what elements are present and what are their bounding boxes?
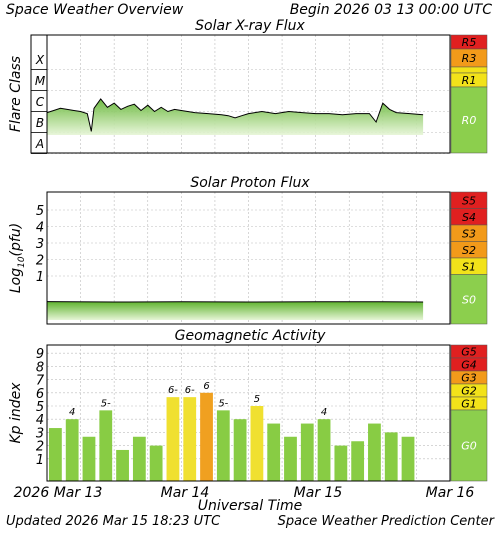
kp-bar bbox=[284, 436, 297, 481]
kp-bar bbox=[166, 397, 180, 481]
panel-title: Solar Proton Flux bbox=[190, 175, 310, 191]
scale-label: G1 bbox=[461, 398, 477, 411]
kp-bar-label: 6- bbox=[185, 385, 195, 396]
scale-label: G2 bbox=[461, 385, 477, 398]
kp-bar-label: 5- bbox=[218, 398, 228, 409]
scale-label: G5 bbox=[461, 346, 477, 359]
panel-title: Geomagnetic Activity bbox=[175, 328, 326, 344]
y-tick-label: C bbox=[36, 95, 45, 109]
scale-segment bbox=[450, 66, 488, 74]
y-tick-label: B bbox=[36, 116, 44, 130]
source-credit: Space Weather Prediction Center bbox=[277, 514, 494, 529]
kp-bar bbox=[216, 410, 230, 481]
scale-segment bbox=[450, 274, 488, 325]
plot-frame bbox=[46, 34, 451, 154]
kp-bar-label: 5- bbox=[101, 398, 111, 409]
x-tick-label: Mar 15 bbox=[294, 485, 343, 501]
proton-flux-fill bbox=[47, 301, 424, 320]
kp-bar bbox=[49, 428, 62, 481]
y-tick-label: 4 bbox=[36, 221, 44, 236]
kp-bar bbox=[267, 423, 281, 481]
plot-frame bbox=[46, 191, 451, 325]
y-tick-label: 5 bbox=[36, 204, 44, 219]
kp-bar bbox=[317, 419, 331, 481]
xray-flux-line bbox=[46, 98, 424, 132]
scale-segment bbox=[450, 86, 488, 154]
kp-bar bbox=[99, 410, 113, 481]
updated-time: Updated 2026 Mar 15 18:23 UTC bbox=[6, 514, 221, 529]
x-tick-label: Mar 14 bbox=[161, 485, 210, 501]
y-axis-title: Flare Class bbox=[8, 56, 24, 132]
kp-bar bbox=[82, 436, 96, 481]
scale-label: S1 bbox=[462, 260, 476, 273]
panel-title: Solar X-ray Flux bbox=[195, 18, 305, 34]
y-tick-label: 6 bbox=[36, 387, 44, 402]
begin-time: Begin 2026 03 13 00:00 UTC bbox=[289, 2, 492, 18]
x-tick-label: Mar 16 bbox=[426, 485, 475, 501]
y-tick-label: 8 bbox=[36, 360, 44, 375]
y-tick-label: 7 bbox=[36, 374, 45, 389]
y-tick-label: 3 bbox=[36, 237, 44, 252]
kp-bar bbox=[384, 432, 398, 481]
kp-bar bbox=[401, 436, 415, 481]
scale-label: S5 bbox=[462, 194, 476, 207]
scale-label: R1 bbox=[462, 74, 477, 87]
kp-bar-label: 6- bbox=[168, 385, 178, 396]
y-tick-label: A bbox=[35, 137, 44, 151]
scale-label: G0 bbox=[461, 440, 477, 453]
scale-label: R5 bbox=[462, 36, 477, 49]
x-axis-title: Universal Time bbox=[197, 498, 303, 514]
scale-segment bbox=[450, 409, 488, 482]
y-axis-title: Kp index bbox=[8, 382, 24, 444]
x-tick-label: 2026 Mar 13 bbox=[14, 485, 103, 501]
kp-bar-label: 5 bbox=[254, 394, 260, 405]
xray-flux-fill bbox=[47, 98, 424, 135]
plot-frame bbox=[46, 344, 451, 482]
kp-bar bbox=[334, 445, 348, 481]
kp-bar bbox=[183, 397, 197, 481]
y-tick-label: 2 bbox=[36, 440, 44, 455]
y-tick-label: 1 bbox=[36, 270, 44, 285]
kp-bar-label: 4 bbox=[321, 407, 327, 418]
scale-label: R3 bbox=[462, 52, 477, 65]
y-tick-label: 5 bbox=[36, 400, 44, 415]
y-tick-label: 3 bbox=[36, 426, 44, 441]
scale-label: G4 bbox=[461, 359, 477, 372]
scale-label: S0 bbox=[462, 293, 476, 306]
kp-bar bbox=[149, 445, 163, 481]
scale-label: S4 bbox=[462, 211, 476, 224]
scale-label: R0 bbox=[462, 114, 477, 127]
scale-label: S2 bbox=[462, 244, 476, 257]
y-tick-label: 1 bbox=[36, 453, 44, 468]
kp-bar bbox=[351, 441, 365, 481]
kp-bar bbox=[200, 392, 213, 481]
y-tick-label: 9 bbox=[36, 347, 44, 362]
kp-bar bbox=[132, 436, 146, 481]
kp-bar bbox=[300, 423, 314, 481]
kp-bar bbox=[250, 406, 264, 481]
kp-bar bbox=[116, 449, 129, 481]
y-tick-label: 2 bbox=[36, 254, 44, 269]
y-tick-label: M bbox=[35, 74, 46, 88]
kp-bar bbox=[233, 419, 247, 481]
kp-bar bbox=[65, 419, 79, 481]
scale-label: G3 bbox=[461, 372, 477, 385]
kp-bar-label: 4 bbox=[69, 407, 75, 418]
scale-label: S3 bbox=[462, 227, 476, 240]
page-title: Space Weather Overview bbox=[6, 2, 184, 18]
kp-bar-label: 6 bbox=[203, 381, 209, 392]
y-tick-label: X bbox=[35, 53, 45, 67]
y-tick-label: 4 bbox=[36, 413, 44, 428]
kp-bar bbox=[368, 423, 381, 481]
y-axis-title: Log10(pfu) bbox=[8, 223, 27, 293]
